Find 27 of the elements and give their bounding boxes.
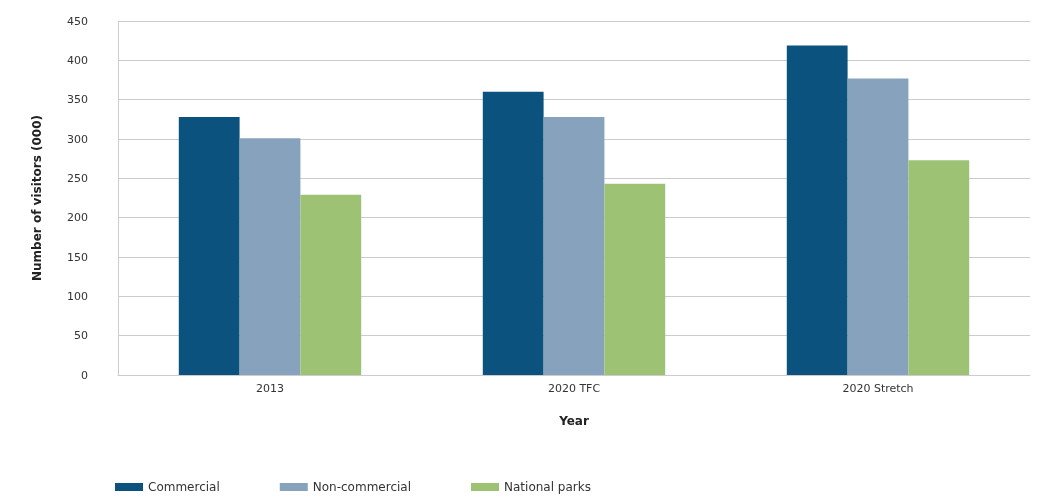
y-tick-label: 350 [67, 93, 88, 107]
bar [543, 116, 605, 375]
bar [786, 45, 848, 375]
bar [239, 138, 301, 375]
legend-label: Non-commercial [312, 480, 412, 494]
bar [847, 78, 909, 375]
y-tick-label: 0 [81, 368, 88, 382]
x-tick-label: 2020 TFC [547, 382, 601, 395]
y-axis-title: Number of visitors (000) [30, 115, 44, 281]
y-tick-label: 50 [74, 329, 88, 343]
bar [482, 91, 544, 375]
bar [178, 116, 240, 375]
y-tick-label: 250 [67, 171, 88, 185]
y-tick-label: 100 [67, 289, 88, 303]
y-tick-label: 300 [67, 132, 88, 146]
legend-label: Commercial [148, 480, 220, 494]
x-tick-label: 2020 Stretch [842, 382, 914, 395]
bar [604, 183, 666, 375]
x-axis-title: Year [558, 414, 589, 428]
y-tick-label: 450 [67, 14, 88, 28]
bar [300, 194, 362, 375]
bar [908, 160, 970, 375]
x-tick-label: 2013 [256, 382, 284, 395]
y-tick-label: 200 [67, 211, 88, 225]
y-tick-label: 150 [67, 250, 88, 264]
y-tick-label: 400 [67, 53, 88, 67]
legend-label: National parks [504, 480, 591, 494]
